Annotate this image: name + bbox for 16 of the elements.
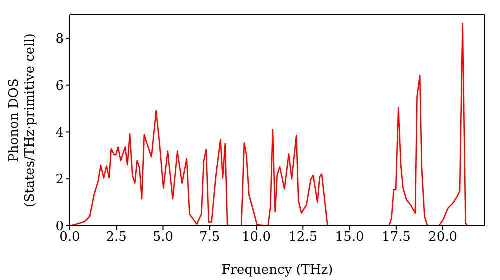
- y-tick-label: 4: [56, 126, 64, 141]
- x-tick-label: 5.0: [152, 230, 174, 246]
- y-tick-label: 2: [56, 172, 64, 188]
- x-tick-label: 7.5: [200, 230, 220, 246]
- x-axis-title: Frequency (THz): [222, 263, 334, 278]
- x-tick-label: 17.5: [382, 230, 411, 246]
- line-series: [70, 23, 468, 226]
- x-tick-label: 20.0: [428, 230, 458, 246]
- y-tick-label: 6: [56, 78, 64, 94]
- x-tick-label: 2.5: [106, 230, 127, 246]
- y-axis-title: Phonon DOS (States/THz·primitive cell): [7, 33, 38, 208]
- y-tick-label: 8: [56, 32, 64, 48]
- x-tick-label: 12.5: [288, 230, 318, 246]
- x-tick-label: 15.0: [335, 230, 364, 246]
- x-tick-label: 10.0: [242, 230, 271, 246]
- x-tick-label: 0.0: [60, 230, 80, 246]
